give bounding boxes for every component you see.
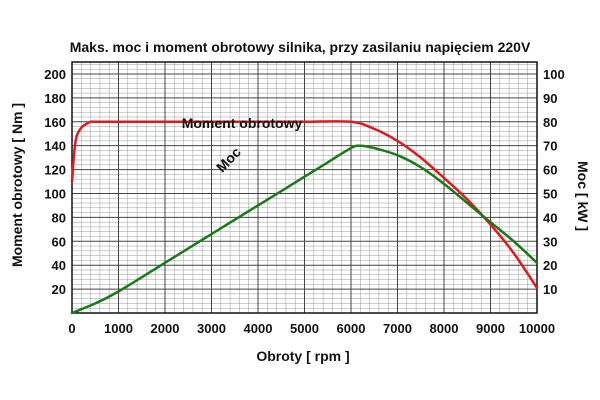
y-left-tick-label: 120	[44, 163, 66, 178]
x-tick-label: 6000	[337, 321, 366, 336]
y-right-tick-label: 40	[543, 210, 557, 225]
y-right-tick-label: 70	[543, 139, 557, 154]
series-lines	[70, 120, 539, 315]
y-right-tick-labels: 10 20 30 40 50 60 70 80 90 100	[543, 67, 565, 297]
major-grid	[71, 62, 538, 314]
x-tick-label: 10000	[519, 321, 555, 336]
x-tick-label: 9000	[476, 321, 505, 336]
y-left-tick-labels: 20 40 60 80 100 120 140 160 180 200	[44, 67, 66, 297]
x-axis-label: Obroty [ rpm ]	[256, 348, 349, 364]
y-right-axis-label: Moc [ kW ]	[575, 161, 591, 231]
x-tick-label: 8000	[430, 321, 459, 336]
x-tick-label: 7000	[383, 321, 412, 336]
x-tick-label: 2000	[151, 321, 180, 336]
y-left-tick-label: 80	[52, 210, 66, 225]
chart-title: Maks. moc i moment obrotowy silnika, prz…	[70, 39, 531, 55]
y-right-tick-label: 100	[543, 67, 565, 82]
y-left-tick-label: 60	[52, 234, 66, 249]
y-left-tick-label: 160	[44, 115, 66, 130]
y-left-tick-label: 200	[44, 67, 66, 82]
y-right-tick-label: 10	[543, 282, 557, 297]
y-right-tick-label: 60	[543, 163, 557, 178]
x-tick-label: 1000	[104, 321, 133, 336]
x-tick-label: 4000	[244, 321, 273, 336]
y-right-tick-label: 30	[543, 234, 557, 249]
series-line-moc	[70, 144, 539, 315]
y-left-axis-label: Moment obrotowy [ Nm ]	[9, 103, 25, 267]
plot-frame	[71, 61, 538, 314]
series-line-moment-obrotowy	[70, 120, 539, 290]
y-right-tick-label: 90	[543, 91, 557, 106]
y-left-tick-label: 20	[52, 282, 66, 297]
y-right-tick-label: 80	[543, 115, 557, 130]
y-right-tick-label: 50	[543, 186, 557, 201]
x-tick-labels: 0 1000 2000 3000 4000 5000 6000 7000 8000 9000 100…	[68, 321, 555, 336]
y-left-tick-label: 140	[44, 139, 66, 154]
x-tick-label: 3000	[197, 321, 226, 336]
series-label-moment-obrotowy: Moment obrotowy	[182, 115, 303, 131]
y-right-tick-label: 20	[543, 258, 557, 273]
x-tick-label: 0	[68, 321, 75, 336]
x-tick-label: 5000	[290, 321, 319, 336]
y-left-tick-label: 100	[44, 186, 66, 201]
y-left-tick-label: 180	[44, 91, 66, 106]
y-left-tick-label: 40	[52, 258, 66, 273]
